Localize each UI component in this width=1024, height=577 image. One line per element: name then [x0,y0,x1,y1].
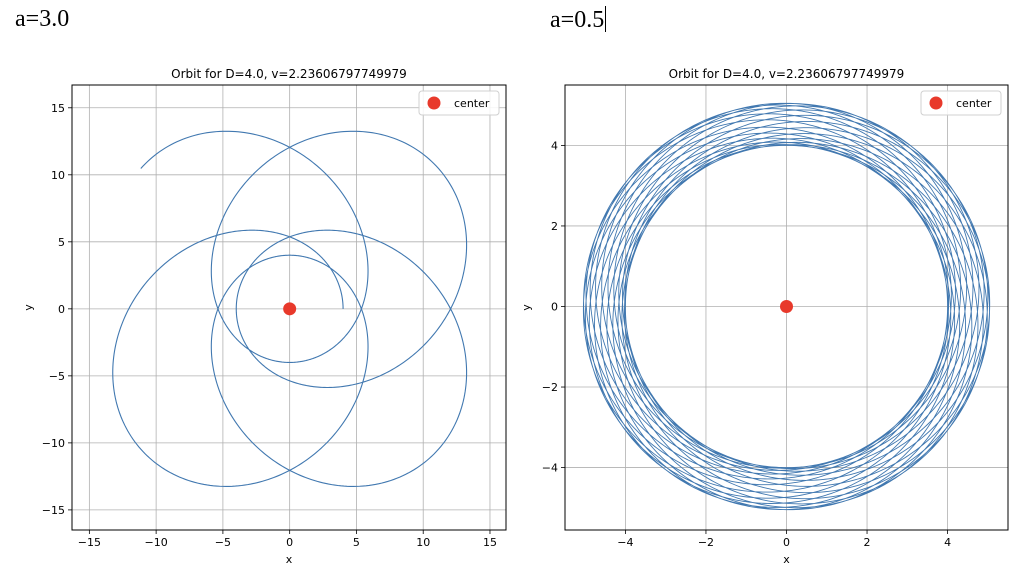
y-tick-label: 0 [551,300,558,313]
center-marker [780,299,793,313]
x-tick-label: 0 [783,536,790,549]
x-axis-label: x [286,553,293,566]
x-tick-label: 0 [286,536,293,549]
y-tick-label: 4 [551,139,558,152]
legend-label: center [454,97,490,110]
y-tick-label: −15 [42,504,65,517]
axes-frame [71,84,507,531]
orbit-line [112,130,468,487]
x-axis-label: x [783,553,790,566]
x-tick-label: −10 [145,536,168,549]
legend-box [418,90,500,116]
y-tick-label: −4 [542,462,558,475]
y-tick-label: 5 [58,236,65,249]
legend-box [920,90,1002,116]
chart-panel-2: −4 −2 0 2 4 −4 −2 0 2 4 Orbit for D=4.0, v=2.23606… [520,67,1009,566]
y-tick-label: 15 [51,102,65,115]
heading-right-text: a=0.5 [550,7,605,33]
y-tick-label: −10 [42,437,65,450]
legend-label: center [956,97,992,110]
x-tick-label: 10 [416,536,430,549]
x-tick-label: 15 [483,536,497,549]
x-tick-label: −5 [215,536,231,549]
legend-marker [427,96,441,110]
center-marker [283,302,297,316]
heading-right: a=0.5 [550,6,607,34]
heading-left: a=3.0 [15,6,69,33]
heading-left-text: a=3.0 [15,6,70,32]
y-tick-label: 10 [51,169,65,182]
y-tick-label: 2 [551,220,558,233]
chart-panel-1: −15 −10 −5 0 5 10 15 −15 −10 −5 0 5 10 15 Orbit for D=… [22,67,507,566]
y-axis-label: y [520,304,533,311]
chart-title: Orbit for D=4.0, v=2.23606797749979 [669,67,905,81]
y-axis-label: y [22,304,35,311]
orbit-line [582,102,991,511]
y-tick-label: 0 [58,303,65,316]
y-tick-label: −2 [542,381,558,394]
x-tick-label: −2 [698,536,714,549]
x-tick-label: −15 [78,536,101,549]
chart-title: Orbit for D=4.0, v=2.23606797749979 [171,67,407,81]
text-cursor [605,6,607,32]
x-tick-label: 2 [864,536,871,549]
x-tick-label: 4 [944,536,951,549]
x-tick-label: −4 [617,536,633,549]
x-tick-label: 5 [353,536,360,549]
legend-marker [929,96,943,110]
y-tick-label: −5 [49,370,65,383]
